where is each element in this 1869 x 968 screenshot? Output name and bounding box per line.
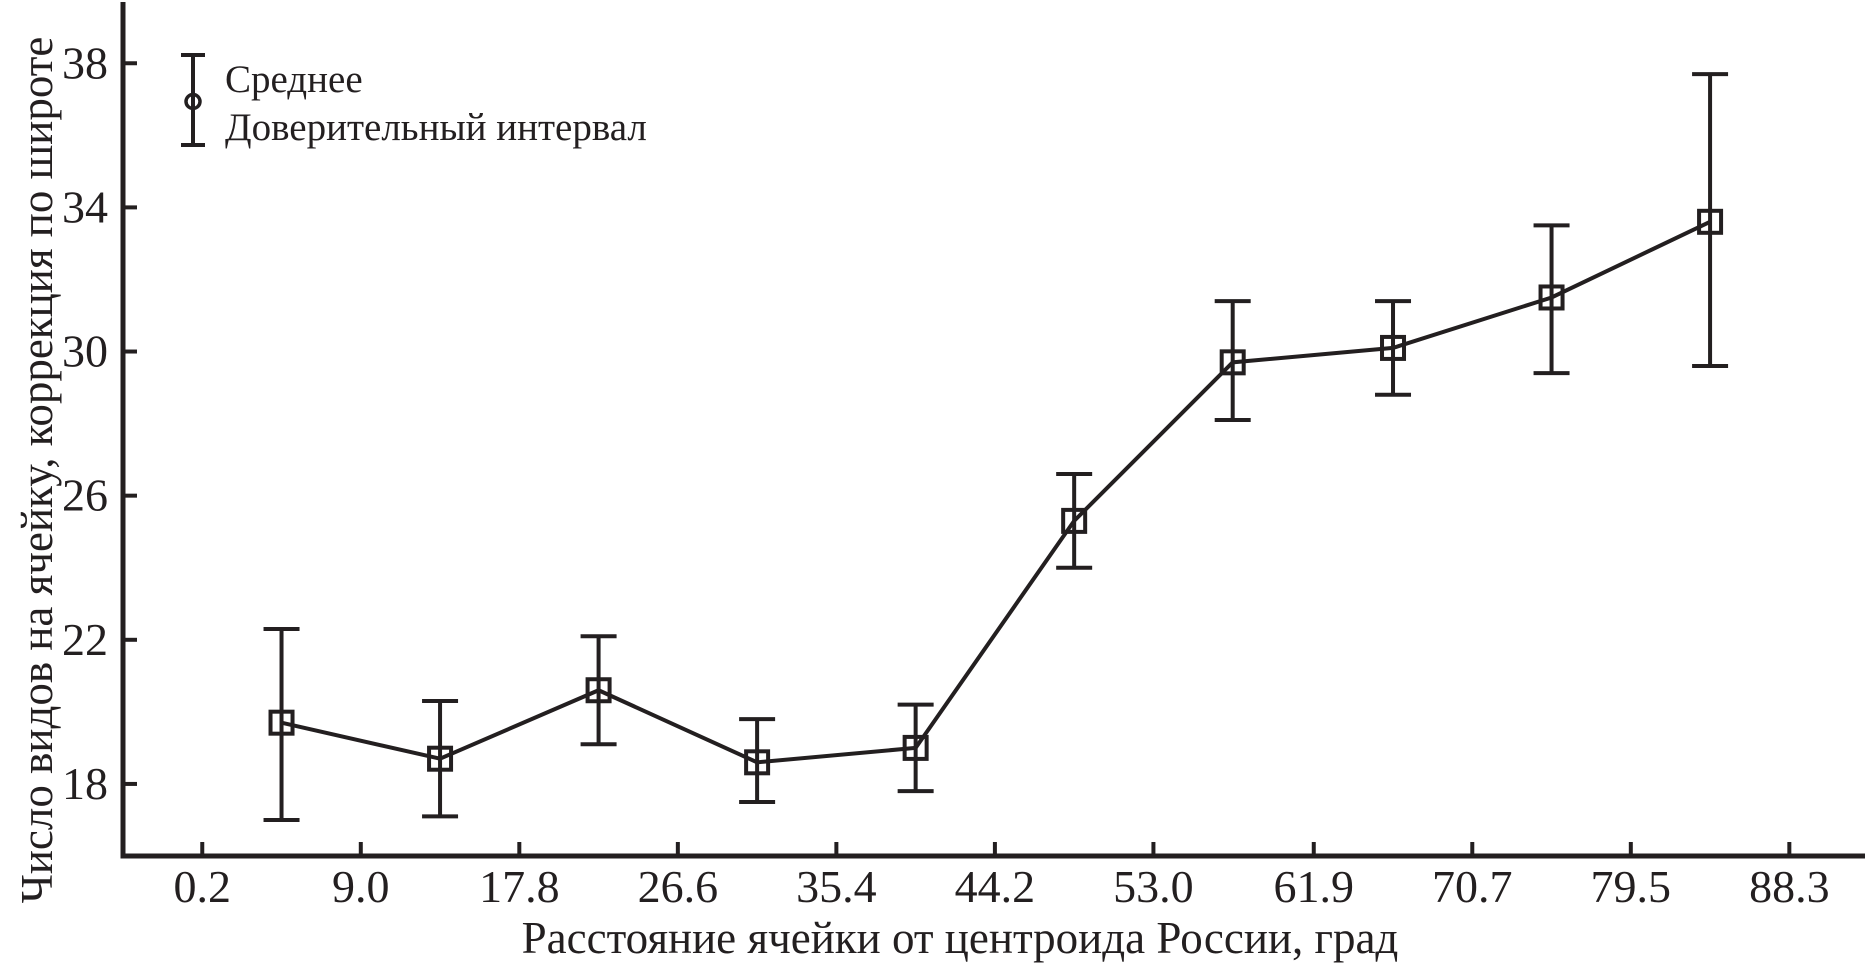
y-axis-tick-label: 38	[62, 37, 108, 88]
data-point	[1219, 349, 1246, 376]
x-axis-tick-label: 44.2	[955, 861, 1036, 912]
x-axis-tick-label: 17.8	[479, 861, 560, 912]
x-axis-tick-label: 79.5	[1591, 861, 1672, 912]
data-line	[281, 220, 1711, 765]
data-point	[427, 745, 454, 772]
data-point	[1538, 284, 1565, 311]
plot-area: 0.2 9.0 17.8 26.6 35.4 44.2 53.0 61.9 70.7 79.5 88…	[62, 37, 1830, 912]
data-point	[1061, 507, 1088, 534]
y-axis-tick-label: 30	[62, 326, 108, 377]
x-axis-tick-label: 0.2	[174, 861, 232, 912]
legend-mean-label: Среднее	[225, 58, 363, 101]
x-axis-tick-label: 35.4	[796, 861, 877, 912]
x-axis-tick-label: 26.6	[638, 861, 719, 912]
x-axis-title: Расстояние ячейки от центроида России, г…	[522, 913, 1399, 963]
axes	[120, 2, 1865, 859]
legend-symbol-mean-circle	[184, 92, 202, 111]
data-point	[585, 677, 612, 704]
y-axis-title: Число видов на ячейку, коррекция по широ…	[12, 37, 62, 904]
x-axis-tick-label: 9.0	[332, 861, 390, 912]
legend-ci-label: Доверительный интервал	[225, 106, 647, 149]
x-axis-tick-label: 88.3	[1749, 861, 1830, 912]
data-point	[1380, 334, 1407, 361]
data-point	[1697, 208, 1724, 235]
y-axis-tick-label: 26	[62, 470, 108, 521]
x-axis-tick-label: 70.7	[1432, 861, 1513, 912]
legend: Среднее Доверительный интервал	[181, 53, 647, 149]
y-axis-tick-label: 34	[62, 181, 108, 232]
data-point	[902, 734, 929, 761]
data-point	[744, 749, 771, 776]
x-axis-tick-label: 61.9	[1274, 861, 1355, 912]
x-axis-tick-label: 53.0	[1113, 861, 1194, 912]
y-axis-tick-label: 18	[62, 758, 108, 809]
y-axis-tick-label: 22	[62, 614, 108, 665]
data-point	[268, 709, 295, 736]
legend-symbol-error-bar	[181, 53, 205, 147]
